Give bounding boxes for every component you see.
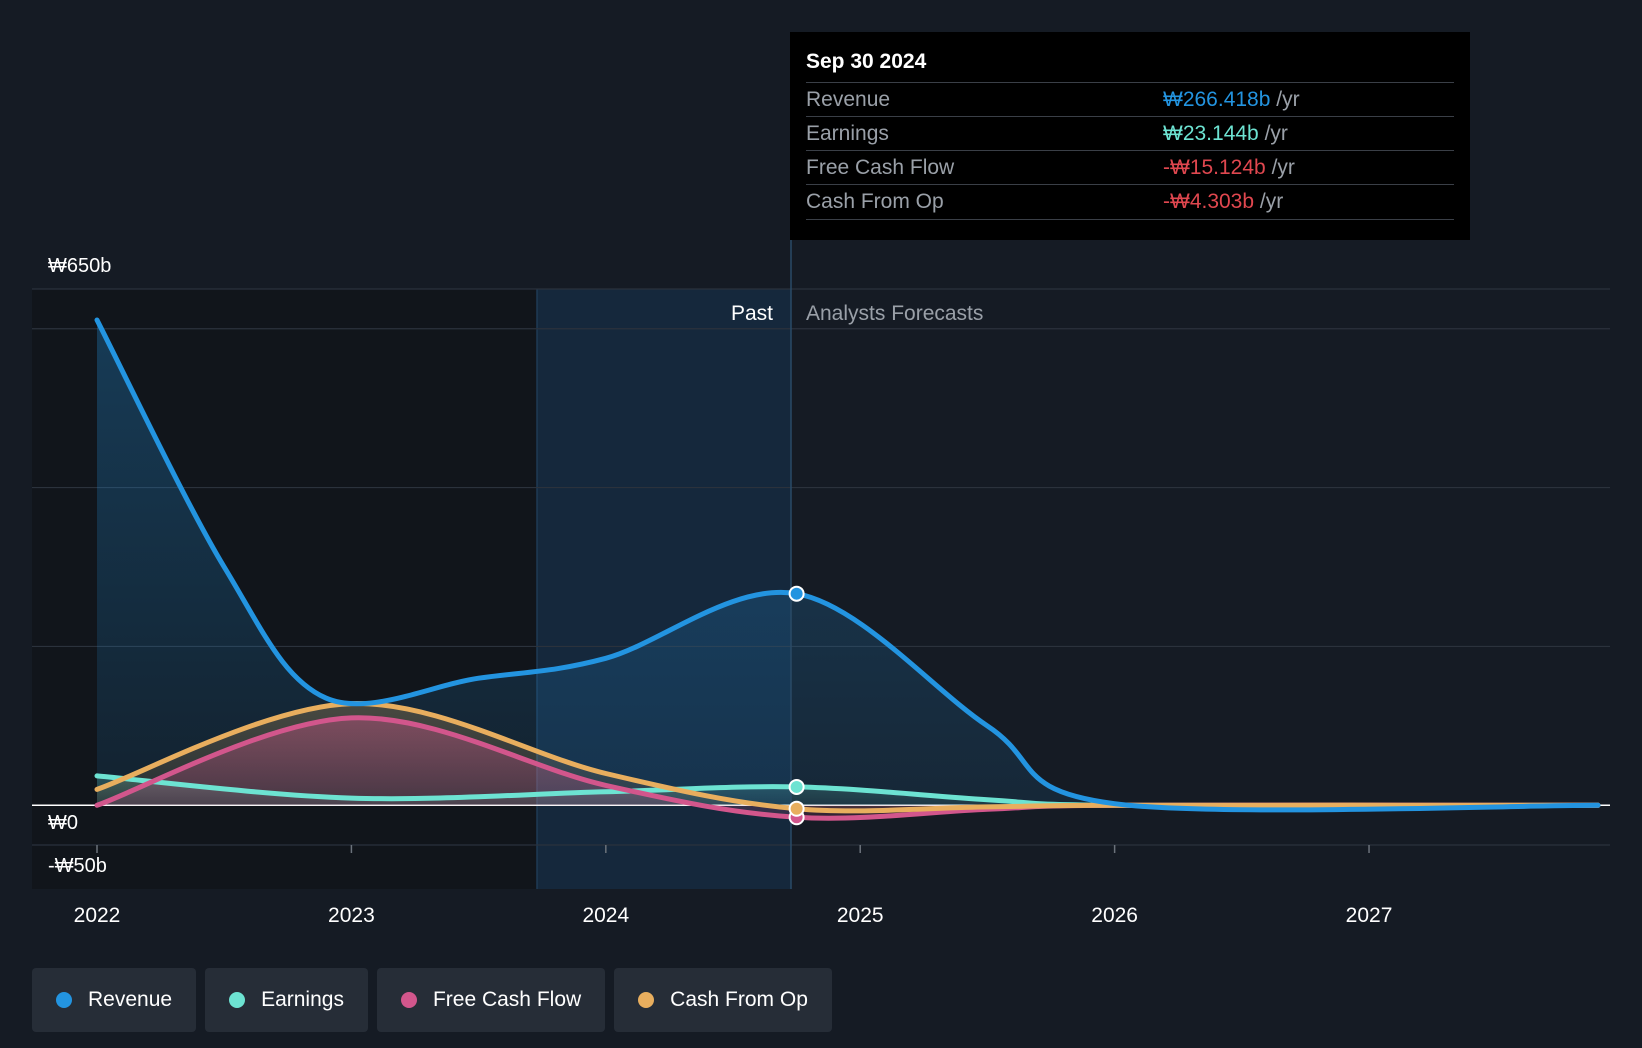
legend-label: Revenue bbox=[88, 988, 173, 1011]
revenue-line bbox=[94, 317, 1601, 813]
x-tick-label: 2027 bbox=[1346, 904, 1393, 927]
tooltip-unit: /yr bbox=[1264, 122, 1288, 145]
tooltip: Sep 30 2024 Revenue ₩266.418b /yr Earnin… bbox=[790, 32, 1470, 240]
legend: Revenue Earnings Free Cash Flow Cash Fro… bbox=[32, 968, 832, 1032]
hover-markers bbox=[788, 585, 805, 826]
cash-from-op-marker bbox=[788, 800, 805, 817]
x-tick-label: 2025 bbox=[837, 904, 884, 927]
tooltip-amount: ₩266.418b bbox=[1163, 88, 1271, 111]
legend-label: Free Cash Flow bbox=[432, 988, 582, 1011]
x-axis: 2022 2023 2024 2025 2026 2027 bbox=[74, 845, 1393, 927]
tooltip-label: Free Cash Flow bbox=[806, 156, 955, 179]
tooltip-amount: -₩15.124b bbox=[1163, 156, 1266, 179]
x-tick-label: 2022 bbox=[74, 904, 121, 927]
tooltip-value-earnings: ₩23.144b /yr bbox=[1163, 122, 1288, 146]
legend-label: Earnings bbox=[261, 988, 344, 1011]
tooltip-unit: /yr bbox=[1271, 156, 1295, 179]
revenue-dot-icon bbox=[56, 992, 72, 1008]
tooltip-row-earnings: Earnings ₩23.144b /yr bbox=[806, 116, 1454, 151]
tooltip-unit: /yr bbox=[1276, 88, 1300, 111]
earnings-dot-icon bbox=[229, 992, 246, 1008]
earnings-marker bbox=[788, 778, 805, 795]
y-label-bottom: -₩50b bbox=[48, 855, 107, 877]
tooltip-value-cfo: -₩4.303b /yr bbox=[1163, 190, 1283, 214]
cash-from-op-dot-icon bbox=[638, 992, 655, 1008]
tooltip-label: Cash From Op bbox=[806, 190, 944, 213]
legend-item-free-cash-flow[interactable]: Free Cash Flow bbox=[376, 968, 606, 1032]
revenue-area bbox=[97, 320, 1598, 810]
y-label-zero: ₩0 bbox=[48, 812, 78, 834]
forecast-label: Analysts Forecasts bbox=[806, 302, 983, 325]
tooltip-row-cfo: Cash From Op -₩4.303b /yr bbox=[806, 184, 1454, 220]
tooltip-value-fcf: -₩15.124b /yr bbox=[1163, 156, 1295, 180]
x-tick-label: 2023 bbox=[328, 904, 375, 927]
legend-item-cash-from-op[interactable]: Cash From Op bbox=[614, 968, 832, 1032]
x-tick-label: 2026 bbox=[1091, 904, 1138, 927]
tooltip-value-revenue: ₩266.418b /yr bbox=[1163, 88, 1300, 112]
legend-item-revenue[interactable]: Revenue bbox=[32, 968, 197, 1032]
y-label-top: ₩650b bbox=[48, 255, 111, 277]
tooltip-label: Revenue bbox=[806, 88, 891, 111]
tooltip-unit: /yr bbox=[1259, 190, 1284, 213]
tooltip-amount: ₩23.144b bbox=[1163, 122, 1259, 145]
legend-label: Cash From Op bbox=[670, 988, 808, 1011]
tooltip-row-revenue: Revenue ₩266.418b /yr bbox=[806, 82, 1454, 117]
tooltip-amount: -₩4.303b bbox=[1163, 190, 1255, 213]
legend-item-earnings[interactable]: Earnings bbox=[205, 968, 368, 1032]
tooltip-row-fcf: Free Cash Flow -₩15.124b /yr bbox=[806, 150, 1454, 185]
tooltip-label: Earnings bbox=[806, 122, 889, 145]
tooltip-date: Sep 30 2024 bbox=[806, 50, 927, 73]
free-cash-flow-dot-icon bbox=[400, 992, 417, 1008]
x-tick-label: 2024 bbox=[582, 904, 629, 927]
past-label: Past bbox=[731, 302, 773, 325]
revenue-marker bbox=[788, 585, 805, 602]
